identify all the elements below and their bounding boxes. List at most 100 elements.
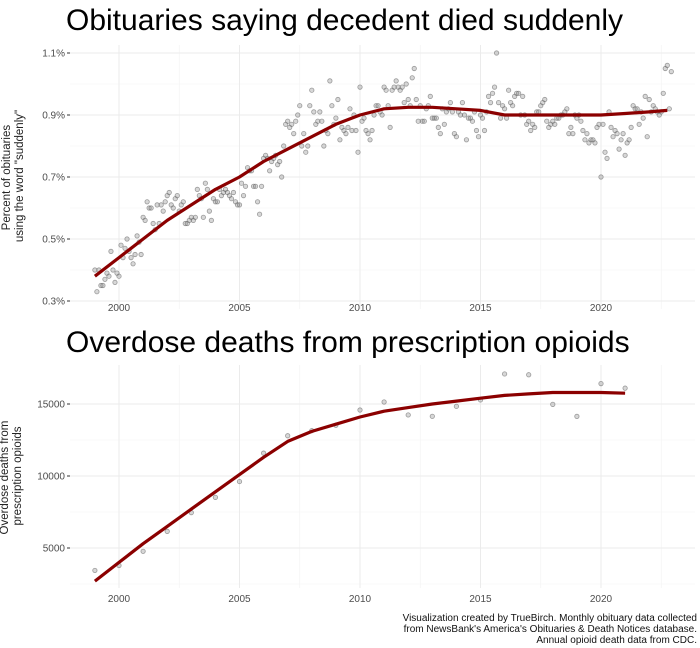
data-point xyxy=(279,174,285,180)
data-point xyxy=(409,75,415,81)
data-point xyxy=(144,199,150,205)
smooth-trend-line xyxy=(93,105,668,278)
data-point xyxy=(289,121,295,127)
data-point xyxy=(254,199,261,205)
data-point xyxy=(194,186,200,192)
data-point xyxy=(421,118,427,124)
data-point xyxy=(666,106,672,112)
data-point xyxy=(132,251,138,258)
data-point xyxy=(532,124,538,131)
data-point xyxy=(598,381,604,387)
data-point xyxy=(236,202,243,208)
data-point xyxy=(329,103,335,109)
caption-line-2: from NewsBank's America's Obituaries & D… xyxy=(404,624,697,635)
x-tick-label: 2015 xyxy=(469,594,492,605)
data-point xyxy=(381,399,387,405)
smooth-trend-line xyxy=(93,390,626,583)
data-point xyxy=(453,403,459,409)
data-point xyxy=(238,180,245,186)
scatter-points xyxy=(92,50,674,295)
data-point xyxy=(343,131,349,137)
data-point xyxy=(614,131,620,137)
data-point xyxy=(285,433,291,439)
data-point xyxy=(357,84,363,90)
data-point xyxy=(493,50,500,56)
data-point xyxy=(134,233,140,239)
y-axis-title-line-2: using the word "suddenly" xyxy=(14,110,26,242)
data-point xyxy=(285,118,291,124)
data-point xyxy=(411,65,417,72)
data-point xyxy=(293,118,299,124)
data-point xyxy=(200,214,206,220)
data-point xyxy=(646,96,652,103)
data-point xyxy=(528,127,534,134)
data-point xyxy=(582,137,588,143)
data-point xyxy=(570,131,576,137)
data-point xyxy=(212,494,218,500)
data-point xyxy=(122,245,128,251)
y-tick-label: 0.3% xyxy=(42,297,65,308)
gridlines xyxy=(70,365,695,588)
data-point xyxy=(435,124,441,131)
data-point xyxy=(260,450,267,456)
data-point xyxy=(309,87,315,93)
data-point xyxy=(399,84,405,90)
data-point xyxy=(501,371,508,377)
data-point xyxy=(192,214,198,220)
data-point xyxy=(110,267,116,273)
data-point xyxy=(361,115,367,121)
data-point xyxy=(584,131,590,137)
data-point xyxy=(616,146,622,152)
data-point xyxy=(413,96,419,103)
data-point xyxy=(108,248,114,254)
y-tick-label: 0.7% xyxy=(42,173,65,184)
data-point xyxy=(552,121,558,127)
x-tick-label: 2005 xyxy=(228,303,251,314)
data-point xyxy=(487,100,494,106)
data-point xyxy=(628,124,634,131)
chart-title: Overdose deaths from prescription opioid… xyxy=(66,326,630,359)
data-point xyxy=(208,217,214,223)
caption-line-1: Visualization created by TrueBirch. Mont… xyxy=(403,613,697,624)
data-point xyxy=(664,62,670,69)
y-axis-title-line-1: Overdose deaths from xyxy=(0,421,11,535)
data-point xyxy=(116,273,122,279)
data-point xyxy=(640,115,646,121)
data-point xyxy=(429,413,435,419)
data-point xyxy=(371,112,377,118)
data-point xyxy=(618,137,624,143)
data-point xyxy=(242,183,249,189)
data-point xyxy=(94,289,100,295)
data-point xyxy=(325,131,331,137)
data-point xyxy=(387,124,393,131)
data-point xyxy=(495,100,502,106)
data-point xyxy=(128,255,134,261)
data-point xyxy=(405,96,411,103)
y-axis-title: Percent of obituaries using the word "su… xyxy=(1,110,26,242)
y-tick-label: 5000 xyxy=(43,544,66,555)
data-point xyxy=(542,96,548,103)
data-point xyxy=(174,193,180,199)
data-point xyxy=(427,93,433,100)
data-point xyxy=(140,548,146,554)
data-point xyxy=(489,90,496,96)
data-point xyxy=(475,134,482,140)
data-point xyxy=(620,131,626,137)
data-point xyxy=(473,127,480,134)
data-point xyxy=(277,158,283,165)
x-tick-label: 2010 xyxy=(349,594,372,605)
data-point xyxy=(574,413,580,419)
x-tick-label: 2010 xyxy=(349,303,372,314)
data-point xyxy=(307,103,313,109)
data-point xyxy=(150,220,156,227)
data-point xyxy=(375,103,381,109)
data-point xyxy=(240,193,247,199)
data-point xyxy=(162,199,168,205)
data-point xyxy=(142,217,148,223)
data-point xyxy=(437,131,443,137)
data-point xyxy=(491,84,498,90)
data-point xyxy=(636,121,642,127)
data-point xyxy=(267,168,273,174)
data-point xyxy=(160,208,166,214)
scatter-points xyxy=(92,371,628,574)
